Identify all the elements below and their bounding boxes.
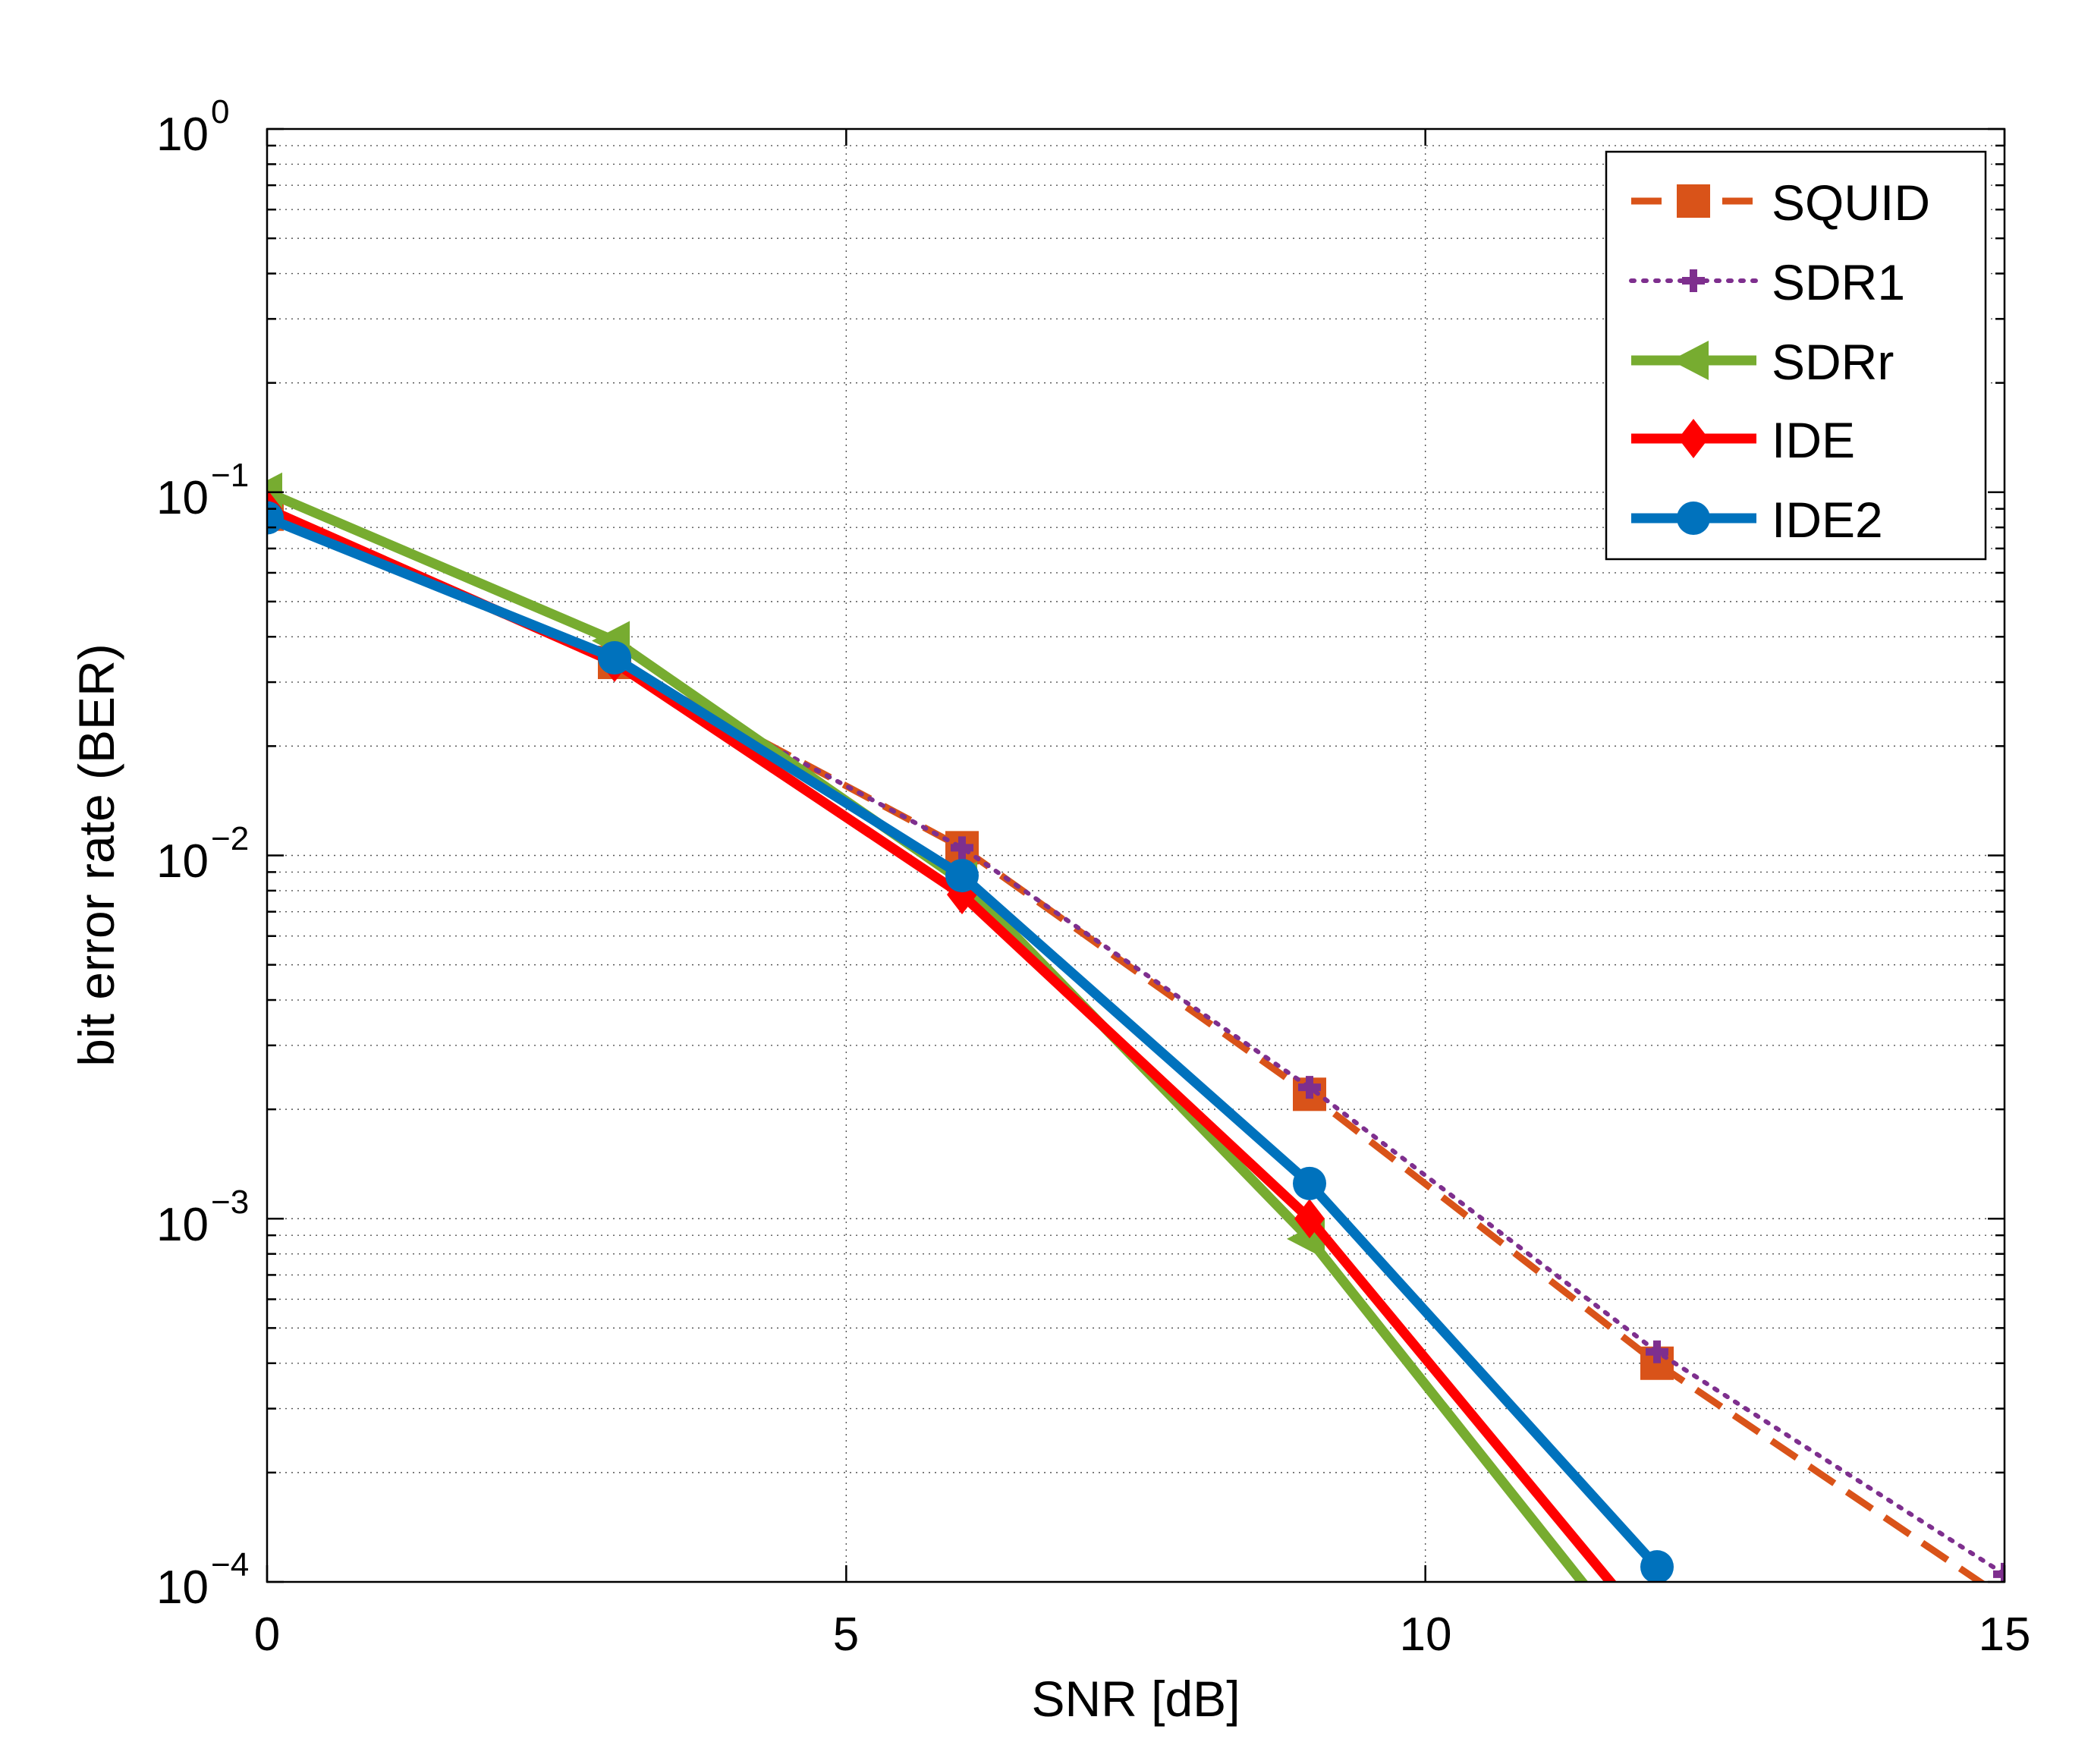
svg-text:−4: −4 (211, 1546, 249, 1583)
legend-label-ide: IDE (1772, 412, 1855, 468)
data-point-ide (1294, 1199, 1325, 1239)
svg-text:10: 10 (156, 1199, 209, 1251)
legend-entry-sdrr (1631, 341, 1756, 380)
legend-label-sdrr: SDRr (1772, 334, 1894, 390)
legend-marker-ide (1678, 419, 1709, 458)
svg-text:−2: −2 (211, 820, 249, 857)
svg-text:−3: −3 (211, 1184, 249, 1221)
legend: SQUID SDR1 SDRr IDE IDE2 (1605, 150, 1987, 561)
svg-text:10: 10 (156, 472, 209, 524)
y-tick-label-2: 10 −2 (156, 820, 249, 888)
data-point-ide2 (1293, 1166, 1326, 1200)
x-tick-label-2: 10 (1400, 1608, 1452, 1661)
legend-marker-sdr1 (1682, 269, 1705, 292)
legend-marker-sdrr (1671, 341, 1709, 380)
x-tick-label-0: 0 (254, 1608, 280, 1661)
legend-label-ide2: IDE2 (1772, 492, 1883, 548)
legend-entry-ide (1631, 419, 1756, 458)
svg-text:10: 10 (156, 1561, 209, 1614)
legend-entry-squid (1631, 184, 1756, 218)
legend-entries (1629, 184, 1759, 535)
svg-text:−1: −1 (211, 457, 249, 494)
series-line-squid (267, 511, 1986, 1582)
legend-entry-sdr1 (1629, 269, 1759, 292)
legend-label-squid: SQUID (1772, 175, 1930, 231)
svg-text:0: 0 (211, 93, 229, 130)
data-point-sdr1 (1993, 1562, 2005, 1582)
legend-entry-ide2 (1631, 502, 1756, 535)
axis-ticks (266, 127, 2006, 1583)
y-tick-label-4: 10 −4 (156, 1546, 249, 1614)
legend-label-sdr1: SDR1 (1772, 254, 1905, 310)
svg-text:10: 10 (156, 835, 209, 888)
y-tick-label-1: 10 −1 (156, 457, 249, 524)
svg-text:10: 10 (156, 108, 209, 161)
data-point-ide2 (598, 641, 631, 675)
y-tick-label-0: 10 0 (156, 93, 229, 161)
data-point-sdr1 (1298, 1076, 1321, 1099)
y-axis-label: bit error rate (BER) (68, 643, 124, 1066)
x-tick-label-3: 15 (1979, 1608, 2031, 1661)
grid (267, 129, 2005, 1582)
legend-marker-squid (1677, 184, 1710, 218)
x-tick-label-1: 5 (833, 1608, 859, 1661)
x-axis-label: SNR [dB] (1031, 1671, 1240, 1727)
legend-marker-ide2 (1677, 502, 1710, 535)
data-point-sdr1 (951, 836, 973, 860)
y-tick-label-3: 10 −3 (156, 1184, 249, 1251)
data-point-ide2 (1640, 1550, 1674, 1582)
data-point-ide2 (945, 859, 979, 893)
data-point-sdr1 (1646, 1340, 1668, 1363)
series-group (267, 472, 2005, 1582)
series-ide2 (267, 501, 1674, 1582)
